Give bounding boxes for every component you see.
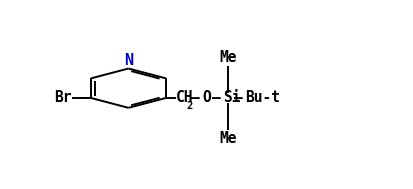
Text: O: O [202,91,211,105]
Text: CH: CH [176,91,193,105]
Text: Me: Me [220,131,237,146]
Text: Si: Si [223,91,241,105]
Text: —: — [234,91,242,105]
Text: —: — [211,91,221,105]
Text: 2: 2 [186,101,192,111]
Text: Bu-t: Bu-t [245,91,280,105]
Text: —: — [190,91,199,105]
Text: Me: Me [220,50,237,65]
Text: Br: Br [55,91,72,105]
Text: N: N [124,53,133,68]
